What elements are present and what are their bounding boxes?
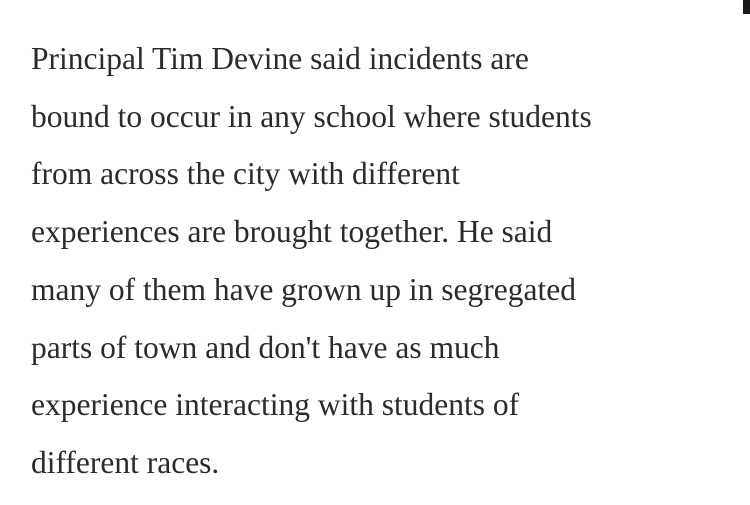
paragraph-line: from across the city with different: [31, 156, 460, 192]
paragraph-line: experiences are brought together. He sai…: [31, 214, 553, 250]
paragraph-line: parts of town and don't have as much: [31, 329, 500, 365]
paragraph-line: different races.: [31, 444, 220, 480]
article-paragraph: Principal Tim Devine said incidents are …: [31, 30, 731, 492]
paragraph-line: Principal Tim Devine said incidents are: [31, 41, 529, 76]
paragraph-line: many of them have grown up in segregated: [31, 271, 576, 307]
scrollbar-thumb[interactable]: [743, 0, 750, 14]
paragraph-line: bound to occur in any school where stude…: [31, 98, 592, 134]
paragraph-line: experience interacting with students of: [31, 387, 520, 423]
